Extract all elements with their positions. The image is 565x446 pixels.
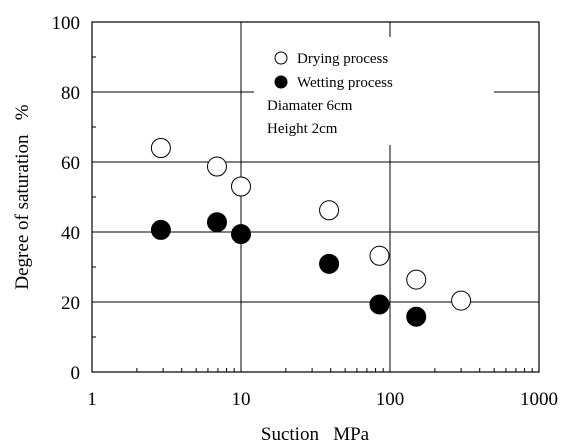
x-tick-label: 1000: [520, 389, 558, 410]
wetting-point: [406, 306, 427, 327]
wetting-point: [319, 253, 340, 274]
legend-marker-drying: [274, 51, 288, 65]
legend-label-drying: Drying process: [297, 51, 388, 67]
legend: Drying process Wetting process Diamater …: [267, 51, 393, 137]
annotation-diameter: Diamater 6cm: [267, 98, 353, 114]
y-tick-label: 100: [52, 13, 81, 34]
annotation-height: Height 2cm: [267, 121, 338, 137]
wetting-point: [206, 212, 227, 233]
x-tick-label: 100: [376, 389, 405, 410]
data-points: [150, 138, 472, 327]
drying-point: [369, 245, 390, 266]
drying-point: [406, 269, 427, 290]
drying-point: [451, 290, 472, 311]
y-tick-label: 20: [61, 293, 80, 314]
y-tick-label: 80: [61, 83, 80, 104]
legend-label-wetting: Wetting process: [297, 75, 393, 91]
drying-point: [319, 200, 340, 221]
legend-background: [254, 37, 494, 145]
x-axis-label: Suction MPa: [261, 424, 370, 445]
wetting-point: [150, 219, 171, 240]
y-tick-label: 60: [61, 153, 80, 174]
drying-point: [150, 138, 171, 158]
x-tick-label: 10: [232, 389, 251, 410]
legend-marker-wetting: [274, 75, 288, 89]
x-tick-labels: 1 10 100 1000: [87, 389, 558, 410]
wetting-point: [231, 224, 251, 245]
y-tick-labels: 0 20 40 60 80 100: [52, 13, 81, 384]
x-tick-label: 1: [87, 389, 97, 410]
y-tick-label: 40: [61, 223, 80, 244]
ticks: [91, 21, 533, 373]
drying-point: [206, 156, 227, 177]
y-tick-label: 0: [71, 363, 81, 384]
drying-point: [231, 176, 251, 197]
wetting-point: [369, 294, 390, 315]
y-axis-label: Degree of saturation %: [12, 104, 33, 289]
